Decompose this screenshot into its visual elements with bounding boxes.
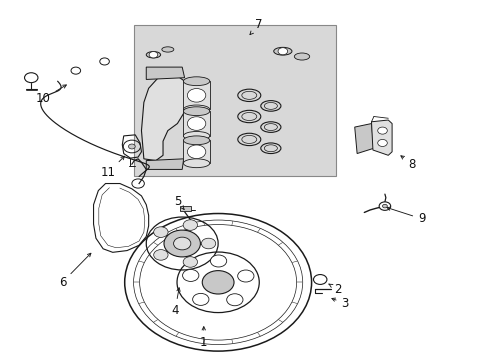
Circle shape	[237, 270, 253, 282]
Text: 1: 1	[200, 327, 207, 349]
Ellipse shape	[183, 131, 209, 140]
Polygon shape	[146, 159, 183, 170]
Circle shape	[163, 230, 200, 257]
Circle shape	[378, 202, 390, 210]
Ellipse shape	[162, 47, 173, 52]
Circle shape	[182, 269, 199, 282]
Circle shape	[187, 89, 205, 102]
Text: 2: 2	[328, 283, 341, 296]
Circle shape	[210, 255, 226, 267]
Text: 11: 11	[100, 156, 124, 179]
Circle shape	[100, 58, 109, 65]
Circle shape	[187, 117, 205, 130]
Bar	[134, 25, 335, 176]
Circle shape	[183, 220, 197, 230]
Circle shape	[202, 271, 234, 294]
Circle shape	[153, 249, 168, 260]
Circle shape	[377, 127, 386, 134]
Polygon shape	[146, 67, 184, 80]
Ellipse shape	[183, 77, 209, 86]
Text: 5: 5	[173, 195, 183, 210]
Circle shape	[173, 237, 190, 250]
Bar	[183, 81, 209, 109]
Ellipse shape	[183, 136, 209, 145]
Circle shape	[183, 257, 197, 267]
Circle shape	[153, 227, 168, 237]
Ellipse shape	[183, 105, 209, 114]
Circle shape	[278, 48, 287, 55]
Polygon shape	[354, 123, 373, 154]
Text: 3: 3	[331, 297, 348, 310]
Text: 4: 4	[171, 288, 180, 317]
Circle shape	[192, 293, 208, 305]
Text: 8: 8	[400, 156, 415, 171]
Text: 6: 6	[59, 253, 91, 289]
Text: 10: 10	[36, 85, 66, 105]
Circle shape	[226, 294, 243, 306]
Circle shape	[382, 204, 386, 208]
Circle shape	[149, 51, 158, 58]
Circle shape	[201, 238, 215, 249]
Bar	[183, 111, 209, 136]
Polygon shape	[141, 74, 186, 161]
Circle shape	[377, 139, 386, 147]
Ellipse shape	[294, 53, 309, 60]
Bar	[183, 140, 209, 163]
Polygon shape	[371, 120, 391, 155]
Ellipse shape	[146, 51, 160, 58]
Ellipse shape	[183, 107, 209, 116]
Circle shape	[71, 67, 81, 74]
Circle shape	[187, 145, 205, 158]
Ellipse shape	[273, 48, 291, 55]
Text: 9: 9	[386, 207, 425, 225]
Circle shape	[128, 144, 135, 149]
Bar	[180, 206, 190, 211]
Text: 7: 7	[249, 18, 262, 35]
Ellipse shape	[183, 159, 209, 168]
